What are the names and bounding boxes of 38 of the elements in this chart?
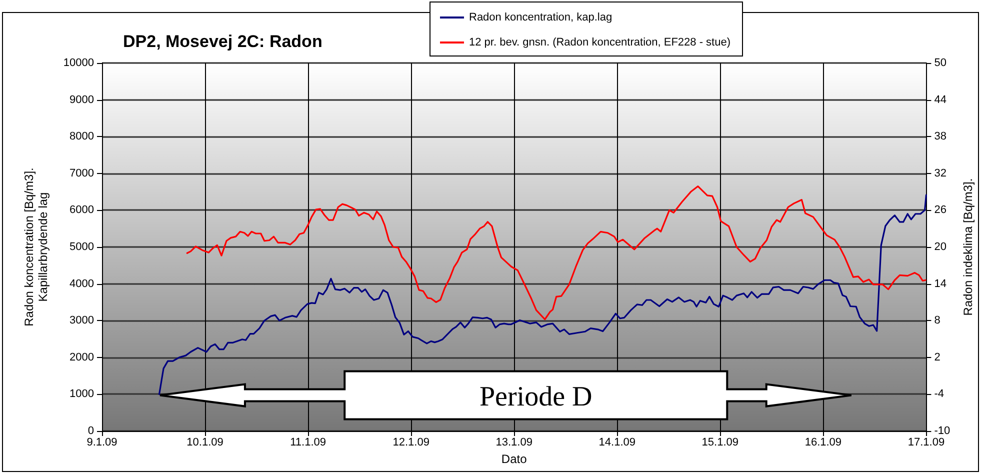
x-tick-label: 17.1.09	[908, 436, 945, 448]
y-tick-label: 1000	[70, 388, 94, 400]
x-tick-label: 11.1.09	[290, 436, 326, 448]
y2-tick-label: 26	[934, 204, 946, 216]
y2-tick-label: -4	[934, 388, 944, 400]
y2-tick-label: 14	[934, 278, 946, 290]
y-tick-label: 3000	[70, 314, 94, 327]
y-tick-label: 8000	[70, 130, 94, 143]
x-tick-label: 14.1.09	[598, 436, 636, 448]
y2-tick-label: 20	[934, 241, 946, 253]
x-tick-label: 10.1.09	[186, 436, 224, 448]
y-tick-label: 4000	[70, 278, 94, 290]
y2-tick-label: 2	[934, 351, 940, 364]
x-tick-label: 13.1.09	[496, 436, 532, 448]
y-tick-label: 6000	[70, 204, 94, 216]
y-tick-label: 10000	[63, 57, 94, 69]
annotation: Periode D	[479, 381, 592, 412]
chart-title: DP2, Mosevej 2C: Radon	[123, 32, 322, 51]
y2-tick-label: 38	[934, 130, 946, 143]
y-tick-label: 5000	[70, 241, 94, 253]
y2-tick-label: -10	[934, 425, 950, 437]
y-axis-title: Radon koncentration [Bq/m3]. Kapillarbrydende lag	[22, 168, 50, 326]
x-tick-label: 9.1.09	[86, 436, 118, 448]
x-axis-title: Dato	[501, 452, 528, 466]
y2-tick-label: 8	[934, 314, 940, 327]
y2-tick-label: 32	[934, 167, 946, 180]
y2-tick-label: 50	[934, 57, 946, 69]
y-tick-label: 0	[88, 425, 94, 437]
legend-label: Radon koncentration, kap.lag	[469, 12, 612, 24]
y-tick-label: 9000	[70, 94, 94, 106]
x-tick-label: 15.1.09	[702, 436, 739, 448]
y-tick-label: 7000	[70, 167, 94, 180]
legend-label: 12 pr. bev. gnsn. (Radon koncentration, EF228 - stue)	[469, 36, 731, 48]
x-tick-label: 16.1.09	[804, 436, 842, 448]
x-tick-label: 12.1.09	[392, 436, 430, 448]
y2-axis-title: Radon indeklima [Bq/m3].	[961, 178, 975, 316]
y-tick-label: 2000	[70, 351, 94, 364]
y2-tick-label: 44	[934, 94, 946, 106]
